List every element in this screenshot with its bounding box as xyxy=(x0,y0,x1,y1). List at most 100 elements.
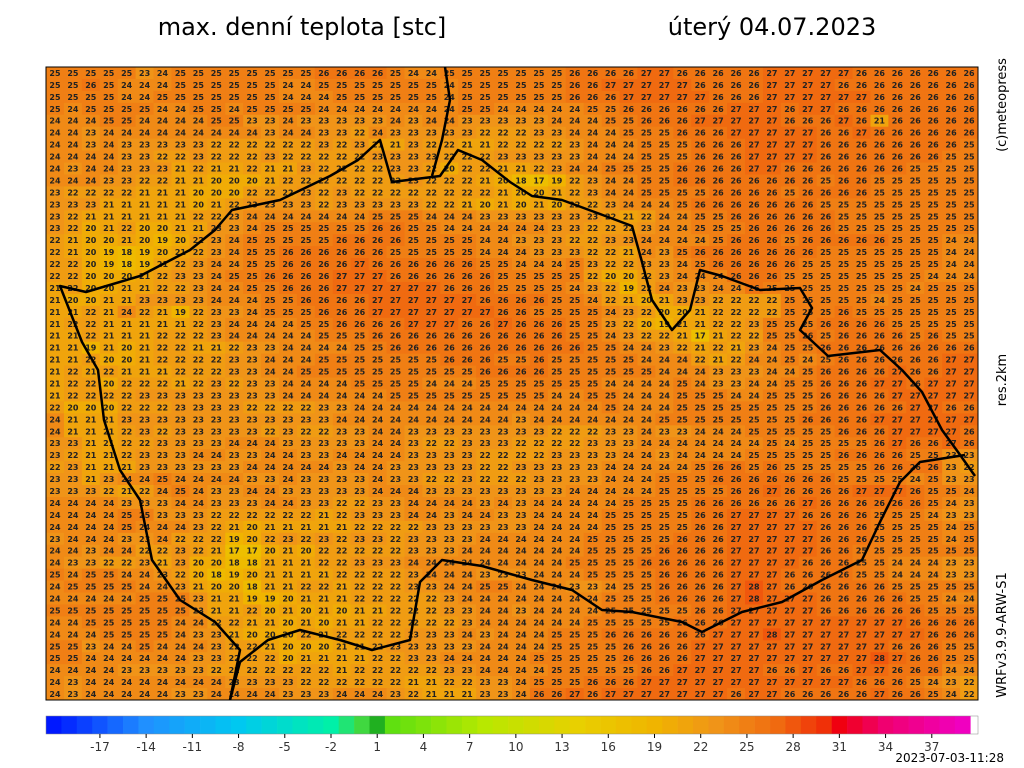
temperature-label: 22 xyxy=(157,284,168,293)
temperature-label: 24 xyxy=(605,153,617,162)
temperature-label: 22 xyxy=(605,296,616,305)
temperature-label: 24 xyxy=(300,332,312,341)
temperature-label: 25 xyxy=(533,284,545,293)
temperature-label: 24 xyxy=(139,93,151,102)
temperature-label: 27 xyxy=(623,81,634,90)
temperature-label: 20 xyxy=(247,571,259,580)
temperature-label: 25 xyxy=(247,248,259,257)
temperature-label: 26 xyxy=(730,200,742,209)
temperature-label: 20 xyxy=(103,236,115,245)
temperature-label: 23 xyxy=(354,559,365,568)
temperature-label: 24 xyxy=(480,248,492,257)
temperature-label: 26 xyxy=(874,129,886,138)
temperature-label: 27 xyxy=(408,308,419,317)
temperature-cell xyxy=(404,102,423,116)
temperature-label: 24 xyxy=(336,451,348,460)
temperature-label: 24 xyxy=(713,451,725,460)
temperature-label: 24 xyxy=(480,403,492,412)
temperature-label: 27 xyxy=(892,415,903,424)
temperature-label: 23 xyxy=(497,523,508,532)
temperature-label: 23 xyxy=(390,165,401,174)
temperature-label: 24 xyxy=(390,117,402,126)
temperature-label: 25 xyxy=(892,523,904,532)
temperature-label: 26 xyxy=(910,93,922,102)
temperature-label: 23 xyxy=(175,272,186,281)
temperature-label: 25 xyxy=(282,105,294,114)
temperature-label: 22 xyxy=(390,523,401,532)
temperature-label: 24 xyxy=(121,308,133,317)
temperature-label: 24 xyxy=(641,391,653,400)
temperature-label: 24 xyxy=(748,439,760,448)
temperature-label: 22 xyxy=(408,188,419,197)
temperature-label: 25 xyxy=(318,368,330,377)
temperature-label: 25 xyxy=(67,583,79,592)
temperature-label: 25 xyxy=(963,224,975,233)
temperature-label: 25 xyxy=(838,212,850,221)
temperature-cell xyxy=(870,78,889,92)
temperature-label: 24 xyxy=(85,176,97,185)
temperature-label: 27 xyxy=(766,141,777,150)
temperature-label: 22 xyxy=(193,380,204,389)
temperature-label: 23 xyxy=(211,403,222,412)
temperature-label: 26 xyxy=(838,153,850,162)
temperature-label: 26 xyxy=(838,523,850,532)
temperature-label: 22 xyxy=(713,296,724,305)
temperature-cell xyxy=(655,102,674,116)
temperature-label: 25 xyxy=(856,439,868,448)
temperature-label: 26 xyxy=(677,571,689,580)
temperature-label: 23 xyxy=(677,296,688,305)
temperature-label: 25 xyxy=(963,535,975,544)
temperature-label: 24 xyxy=(695,439,707,448)
temperature-label: 25 xyxy=(802,427,814,436)
temperature-label: 25 xyxy=(784,344,796,353)
temperature-label: 22 xyxy=(282,153,293,162)
temperature-label: 26 xyxy=(480,344,492,353)
temperature-label: 23 xyxy=(515,523,526,532)
temperature-label: 24 xyxy=(67,153,79,162)
temperature-label: 22 xyxy=(193,165,204,174)
temperature-label: 24 xyxy=(587,153,599,162)
temperature-label: 25 xyxy=(551,93,563,102)
temperature-label: 23 xyxy=(551,224,562,233)
temperature-label: 25 xyxy=(605,511,617,520)
temperature-label: 25 xyxy=(462,391,474,400)
temperature-label: 24 xyxy=(426,380,438,389)
temperature-label: 25 xyxy=(569,260,581,269)
temperature-label: 25 xyxy=(946,487,958,496)
temperature-label: 23 xyxy=(211,380,222,389)
temperature-label: 26 xyxy=(372,236,384,245)
temperature-label: 24 xyxy=(515,105,527,114)
temperature-label: 26 xyxy=(713,248,725,257)
temperature-label: 23 xyxy=(229,487,240,496)
temperature-cell xyxy=(135,67,155,80)
temperature-cell xyxy=(691,78,710,92)
temperature-label: 26 xyxy=(695,165,707,174)
temperature-label: 23 xyxy=(67,439,78,448)
temperature-label: 21 xyxy=(533,200,545,209)
temperature-label: 23 xyxy=(300,200,311,209)
temperature-label: 19 xyxy=(157,236,169,245)
temperature-label: 23 xyxy=(49,487,60,496)
temperature-label: 25 xyxy=(784,188,796,197)
temperature-label: 22 xyxy=(175,571,186,580)
temperature-label: 25 xyxy=(390,356,402,365)
temperature-label: 26 xyxy=(928,368,940,377)
temperature-label: 24 xyxy=(247,296,259,305)
temperature-label: 25 xyxy=(910,308,922,317)
temperature-label: 20 xyxy=(211,176,223,185)
temperature-label: 23 xyxy=(551,248,562,257)
temperature-label: 22 xyxy=(67,272,78,281)
temperature-label: 25 xyxy=(659,523,671,532)
temperature-label: 24 xyxy=(67,511,79,520)
temperature-label: 21 xyxy=(67,236,79,245)
temperature-label: 25 xyxy=(677,499,689,508)
temperature-label: 24 xyxy=(623,463,635,472)
temperature-label: 26 xyxy=(892,451,904,460)
temperature-label: 20 xyxy=(211,559,223,568)
temperature-label: 22 xyxy=(67,368,78,377)
temperature-label: 24 xyxy=(480,415,492,424)
temperature-cell xyxy=(296,78,316,92)
temperature-label: 22 xyxy=(211,523,222,532)
temperature-label: 24 xyxy=(247,332,259,341)
temperature-label: 23 xyxy=(444,463,455,472)
